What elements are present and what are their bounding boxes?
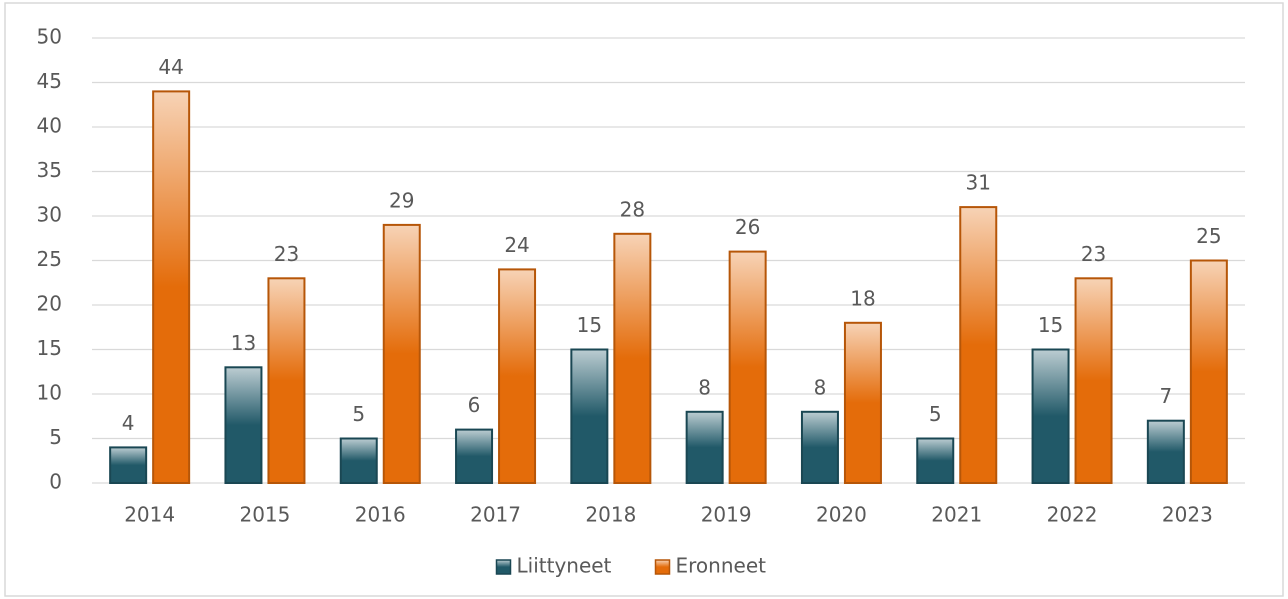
bar bbox=[728, 250, 767, 484]
bar bbox=[1074, 277, 1113, 484]
data-label: 29 bbox=[389, 188, 414, 212]
data-label: 6 bbox=[468, 393, 481, 417]
y-tick-label: 0 bbox=[49, 470, 62, 494]
x-tick-label: 2019 bbox=[701, 503, 752, 527]
x-tick-label: 2022 bbox=[1047, 503, 1098, 527]
legend-label: Liittyneet bbox=[517, 554, 612, 578]
bar bbox=[267, 277, 306, 484]
bar bbox=[1146, 419, 1185, 485]
bar bbox=[1031, 348, 1070, 484]
bar bbox=[1189, 259, 1228, 484]
y-tick-label: 25 bbox=[37, 247, 62, 271]
data-label: 5 bbox=[929, 402, 942, 426]
x-tick-label: 2020 bbox=[816, 503, 867, 527]
data-label: 8 bbox=[698, 375, 711, 399]
legend-swatch bbox=[654, 559, 671, 575]
bar bbox=[843, 321, 882, 484]
data-label: 24 bbox=[504, 233, 529, 257]
x-tick-label: 2016 bbox=[355, 503, 406, 527]
y-tick-label: 30 bbox=[37, 203, 62, 227]
data-label: 44 bbox=[158, 55, 183, 79]
y-tick-label: 10 bbox=[37, 381, 62, 405]
data-label: 25 bbox=[1196, 224, 1221, 248]
bar bbox=[382, 223, 421, 484]
y-tick-label: 5 bbox=[49, 425, 62, 449]
bar bbox=[916, 437, 955, 484]
x-tick-label: 2018 bbox=[585, 503, 636, 527]
bar bbox=[152, 90, 191, 485]
x-tick-label: 2021 bbox=[931, 503, 982, 527]
y-tick-label: 45 bbox=[37, 69, 62, 93]
bar bbox=[959, 206, 998, 484]
y-tick-label: 50 bbox=[37, 25, 62, 49]
data-label: 15 bbox=[577, 313, 602, 337]
y-tick-label: 40 bbox=[37, 114, 62, 138]
bar bbox=[109, 446, 148, 484]
data-label: 26 bbox=[735, 215, 760, 239]
data-label: 23 bbox=[274, 242, 299, 266]
x-tick-label: 2017 bbox=[470, 503, 521, 527]
data-label: 31 bbox=[966, 171, 991, 195]
data-label: 15 bbox=[1038, 313, 1063, 337]
y-tick-label: 35 bbox=[37, 158, 62, 182]
bar bbox=[498, 268, 537, 484]
bar bbox=[455, 428, 494, 485]
bar bbox=[339, 437, 378, 484]
y-tick-label: 20 bbox=[37, 292, 62, 316]
data-label: 28 bbox=[620, 197, 645, 221]
bar bbox=[800, 410, 839, 484]
data-label: 8 bbox=[814, 375, 827, 399]
x-tick-label: 2014 bbox=[124, 503, 175, 527]
x-tick-label: 2023 bbox=[1162, 503, 1213, 527]
bar bbox=[224, 366, 263, 484]
legend-swatch bbox=[495, 559, 512, 575]
data-label: 5 bbox=[352, 402, 365, 426]
data-label: 4 bbox=[122, 411, 135, 435]
data-label: 23 bbox=[1081, 242, 1106, 266]
bar bbox=[613, 232, 652, 484]
data-label: 18 bbox=[850, 286, 875, 310]
data-label: 7 bbox=[1159, 384, 1172, 408]
bar bbox=[570, 348, 609, 484]
legend-label: Eronneet bbox=[676, 554, 767, 578]
y-tick-label: 15 bbox=[37, 336, 62, 360]
x-tick-label: 2015 bbox=[239, 503, 290, 527]
data-label: 13 bbox=[231, 331, 256, 355]
bar bbox=[685, 410, 724, 484]
